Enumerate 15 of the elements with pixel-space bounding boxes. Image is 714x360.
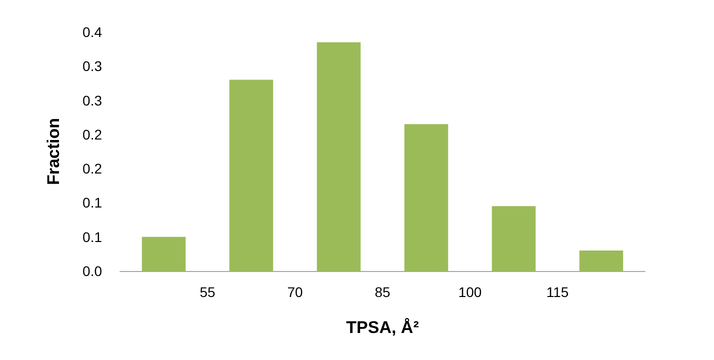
x-tick-label: 85 xyxy=(374,284,390,300)
x-axis-title: TPSA, Å² xyxy=(346,318,420,337)
y-tick-label: 0.0 xyxy=(82,263,102,279)
y-tick-label: 0.3 xyxy=(82,58,102,74)
y-tick-label: 0.2 xyxy=(82,126,102,142)
x-tick-label: 115 xyxy=(546,284,569,300)
y-tick-label: 0.1 xyxy=(82,194,102,211)
y-axis-title: Fraction xyxy=(44,118,63,186)
x-tick-label: 100 xyxy=(458,284,482,300)
y-tick-label: 0.2 xyxy=(82,160,102,177)
x-tick-label: 55 xyxy=(200,284,216,300)
y-tick-label: 0.1 xyxy=(82,228,102,245)
y-tick-label: 0.3 xyxy=(82,92,102,108)
y-tick-label: 0.4 xyxy=(82,24,102,40)
x-tick-label: 70 xyxy=(287,284,303,300)
